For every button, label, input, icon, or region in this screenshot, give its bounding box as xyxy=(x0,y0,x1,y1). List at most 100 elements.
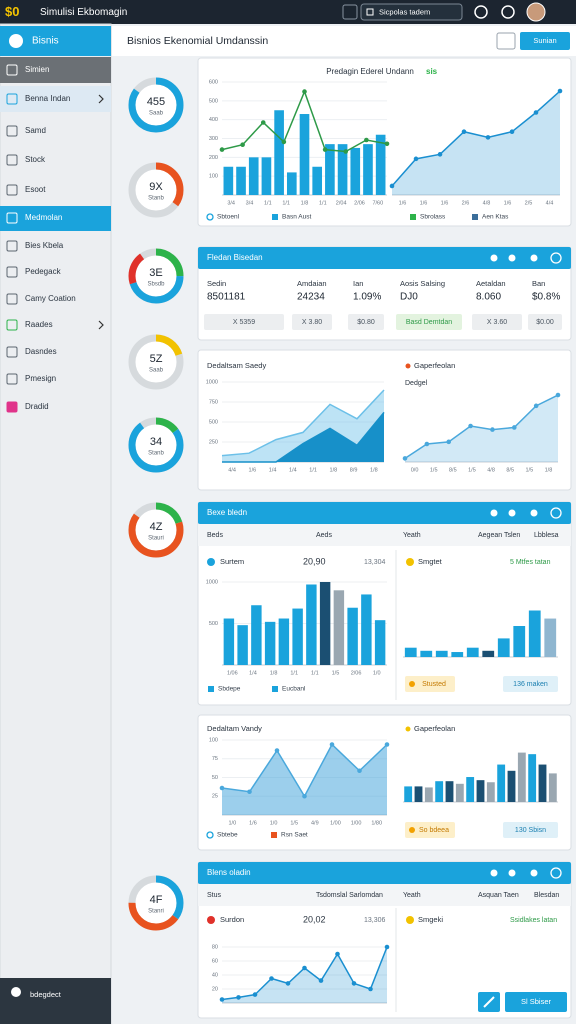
x-tick-label: 1/8 xyxy=(545,467,553,473)
tab[interactable]: Aegean Tslen xyxy=(478,532,520,539)
tab[interactable]: Lbblesa xyxy=(534,532,559,539)
header-icon[interactable] xyxy=(550,507,562,519)
chart-title: Gaperfeolan xyxy=(414,724,455,733)
top-bar xyxy=(0,0,576,24)
chip-label: X 3.60 xyxy=(487,319,507,326)
button-label[interactable]: Sunian xyxy=(533,36,556,45)
nav-item[interactable]: Simien xyxy=(25,65,49,74)
gauge-segment xyxy=(128,248,184,304)
tab[interactable]: Yeath xyxy=(403,532,421,539)
nav-item[interactable]: Pedegack xyxy=(25,267,62,276)
search-box[interactable] xyxy=(360,3,463,21)
button-label[interactable]: Sl Sbiser xyxy=(521,997,552,1006)
header-icon[interactable] xyxy=(508,254,516,262)
header-icon[interactable] xyxy=(490,509,498,517)
nav-item[interactable]: Dradid xyxy=(25,402,49,411)
nav-item[interactable]: Benna Indan xyxy=(25,94,70,103)
header-icon[interactable] xyxy=(490,869,498,877)
legend-swatch xyxy=(208,686,214,692)
point xyxy=(461,129,467,135)
x-tick-label: 2/5 xyxy=(525,200,533,206)
bar xyxy=(223,618,235,665)
header-icon[interactable] xyxy=(530,254,538,262)
search-text[interactable]: Sicpolas tadem xyxy=(379,7,430,16)
header-icon[interactable] xyxy=(490,254,498,262)
tab[interactable]: Blesdan xyxy=(534,892,559,899)
legend-label: Basn Aust xyxy=(282,214,311,221)
y-tick-label: 750 xyxy=(209,399,218,405)
y-tick-label: 100 xyxy=(209,737,218,743)
tab-row xyxy=(198,884,571,906)
x-tick-label: 1/5 xyxy=(430,467,438,473)
x-tick-label: 1/1 xyxy=(290,670,298,676)
header-icon[interactable] xyxy=(508,869,516,877)
header-icon[interactable] xyxy=(550,252,562,264)
legend-dot xyxy=(405,726,411,732)
line xyxy=(404,394,559,460)
chip xyxy=(405,676,455,692)
area xyxy=(222,947,387,1003)
nav-item[interactable]: Raades xyxy=(25,320,53,329)
cell-value: 24234 xyxy=(297,292,325,303)
bar xyxy=(251,605,262,665)
icon-button[interactable] xyxy=(342,4,358,20)
point xyxy=(384,742,390,747)
header-icon[interactable] xyxy=(550,867,562,879)
icon-button[interactable] xyxy=(474,5,488,19)
chevron xyxy=(98,94,104,104)
legend-label: Sbrolass xyxy=(420,214,446,221)
bar xyxy=(350,147,361,195)
legend-label: Sbtebe xyxy=(217,832,238,839)
x-tick-label: 2/6 xyxy=(462,200,470,206)
tab[interactable]: Asquan Taen xyxy=(478,892,519,899)
nav-item[interactable]: Esoot xyxy=(25,185,46,194)
column-header: Amdaian xyxy=(297,279,327,288)
nav-item[interactable]: Camy Coation xyxy=(25,294,76,303)
nav-item[interactable]: Dasndes xyxy=(25,347,57,356)
x-tick-label: 2/04 xyxy=(336,200,347,206)
bar xyxy=(528,610,541,657)
tab[interactable]: Yeath xyxy=(403,892,421,899)
icon-button[interactable] xyxy=(501,5,515,19)
tab[interactable]: Stus xyxy=(207,892,222,899)
nav-item[interactable]: Stock xyxy=(25,155,46,164)
nav-item[interactable]: Samd xyxy=(25,126,46,135)
header-icon[interactable] xyxy=(508,509,516,517)
tab[interactable]: Tsdomslal Sarlomdan xyxy=(316,892,383,899)
legend-dot xyxy=(405,363,411,369)
logo: $0 xyxy=(5,4,19,19)
y-tick-label: 250 xyxy=(209,439,218,445)
tab[interactable]: Aeds xyxy=(316,532,332,539)
icon-button[interactable] xyxy=(496,32,516,50)
nav-item[interactable]: Medmolan xyxy=(25,213,62,222)
avatar[interactable] xyxy=(526,2,546,22)
nav-item[interactable]: Bies Kbela xyxy=(25,241,64,250)
y-tick-label: 1000 xyxy=(206,579,218,585)
bar xyxy=(414,786,423,802)
chip xyxy=(472,314,522,330)
bar xyxy=(513,626,526,657)
bar xyxy=(476,780,485,802)
primary-button[interactable] xyxy=(520,32,570,50)
gauge-segment xyxy=(128,502,184,558)
nav-icon xyxy=(6,64,18,76)
header-icon[interactable] xyxy=(530,869,538,877)
nav-item[interactable]: Pmesign xyxy=(25,374,56,383)
gauge-value: 3E xyxy=(149,267,162,279)
primary-button[interactable] xyxy=(505,992,567,1012)
point xyxy=(485,135,491,140)
point xyxy=(302,89,307,94)
panel-title: Blens oladin xyxy=(207,868,251,877)
tab[interactable]: Beds xyxy=(207,532,223,539)
legend-swatch xyxy=(272,214,278,220)
bar xyxy=(528,754,537,802)
bar xyxy=(497,638,510,657)
header-icon[interactable] xyxy=(530,509,538,517)
column-header: Ian xyxy=(353,279,363,288)
x-tick-label: 4/4 xyxy=(228,467,236,473)
gauge-segment xyxy=(128,248,184,304)
area xyxy=(392,91,560,195)
x-tick-label: 4/8 xyxy=(483,200,491,206)
legend-label: Sbdepe xyxy=(218,686,241,693)
